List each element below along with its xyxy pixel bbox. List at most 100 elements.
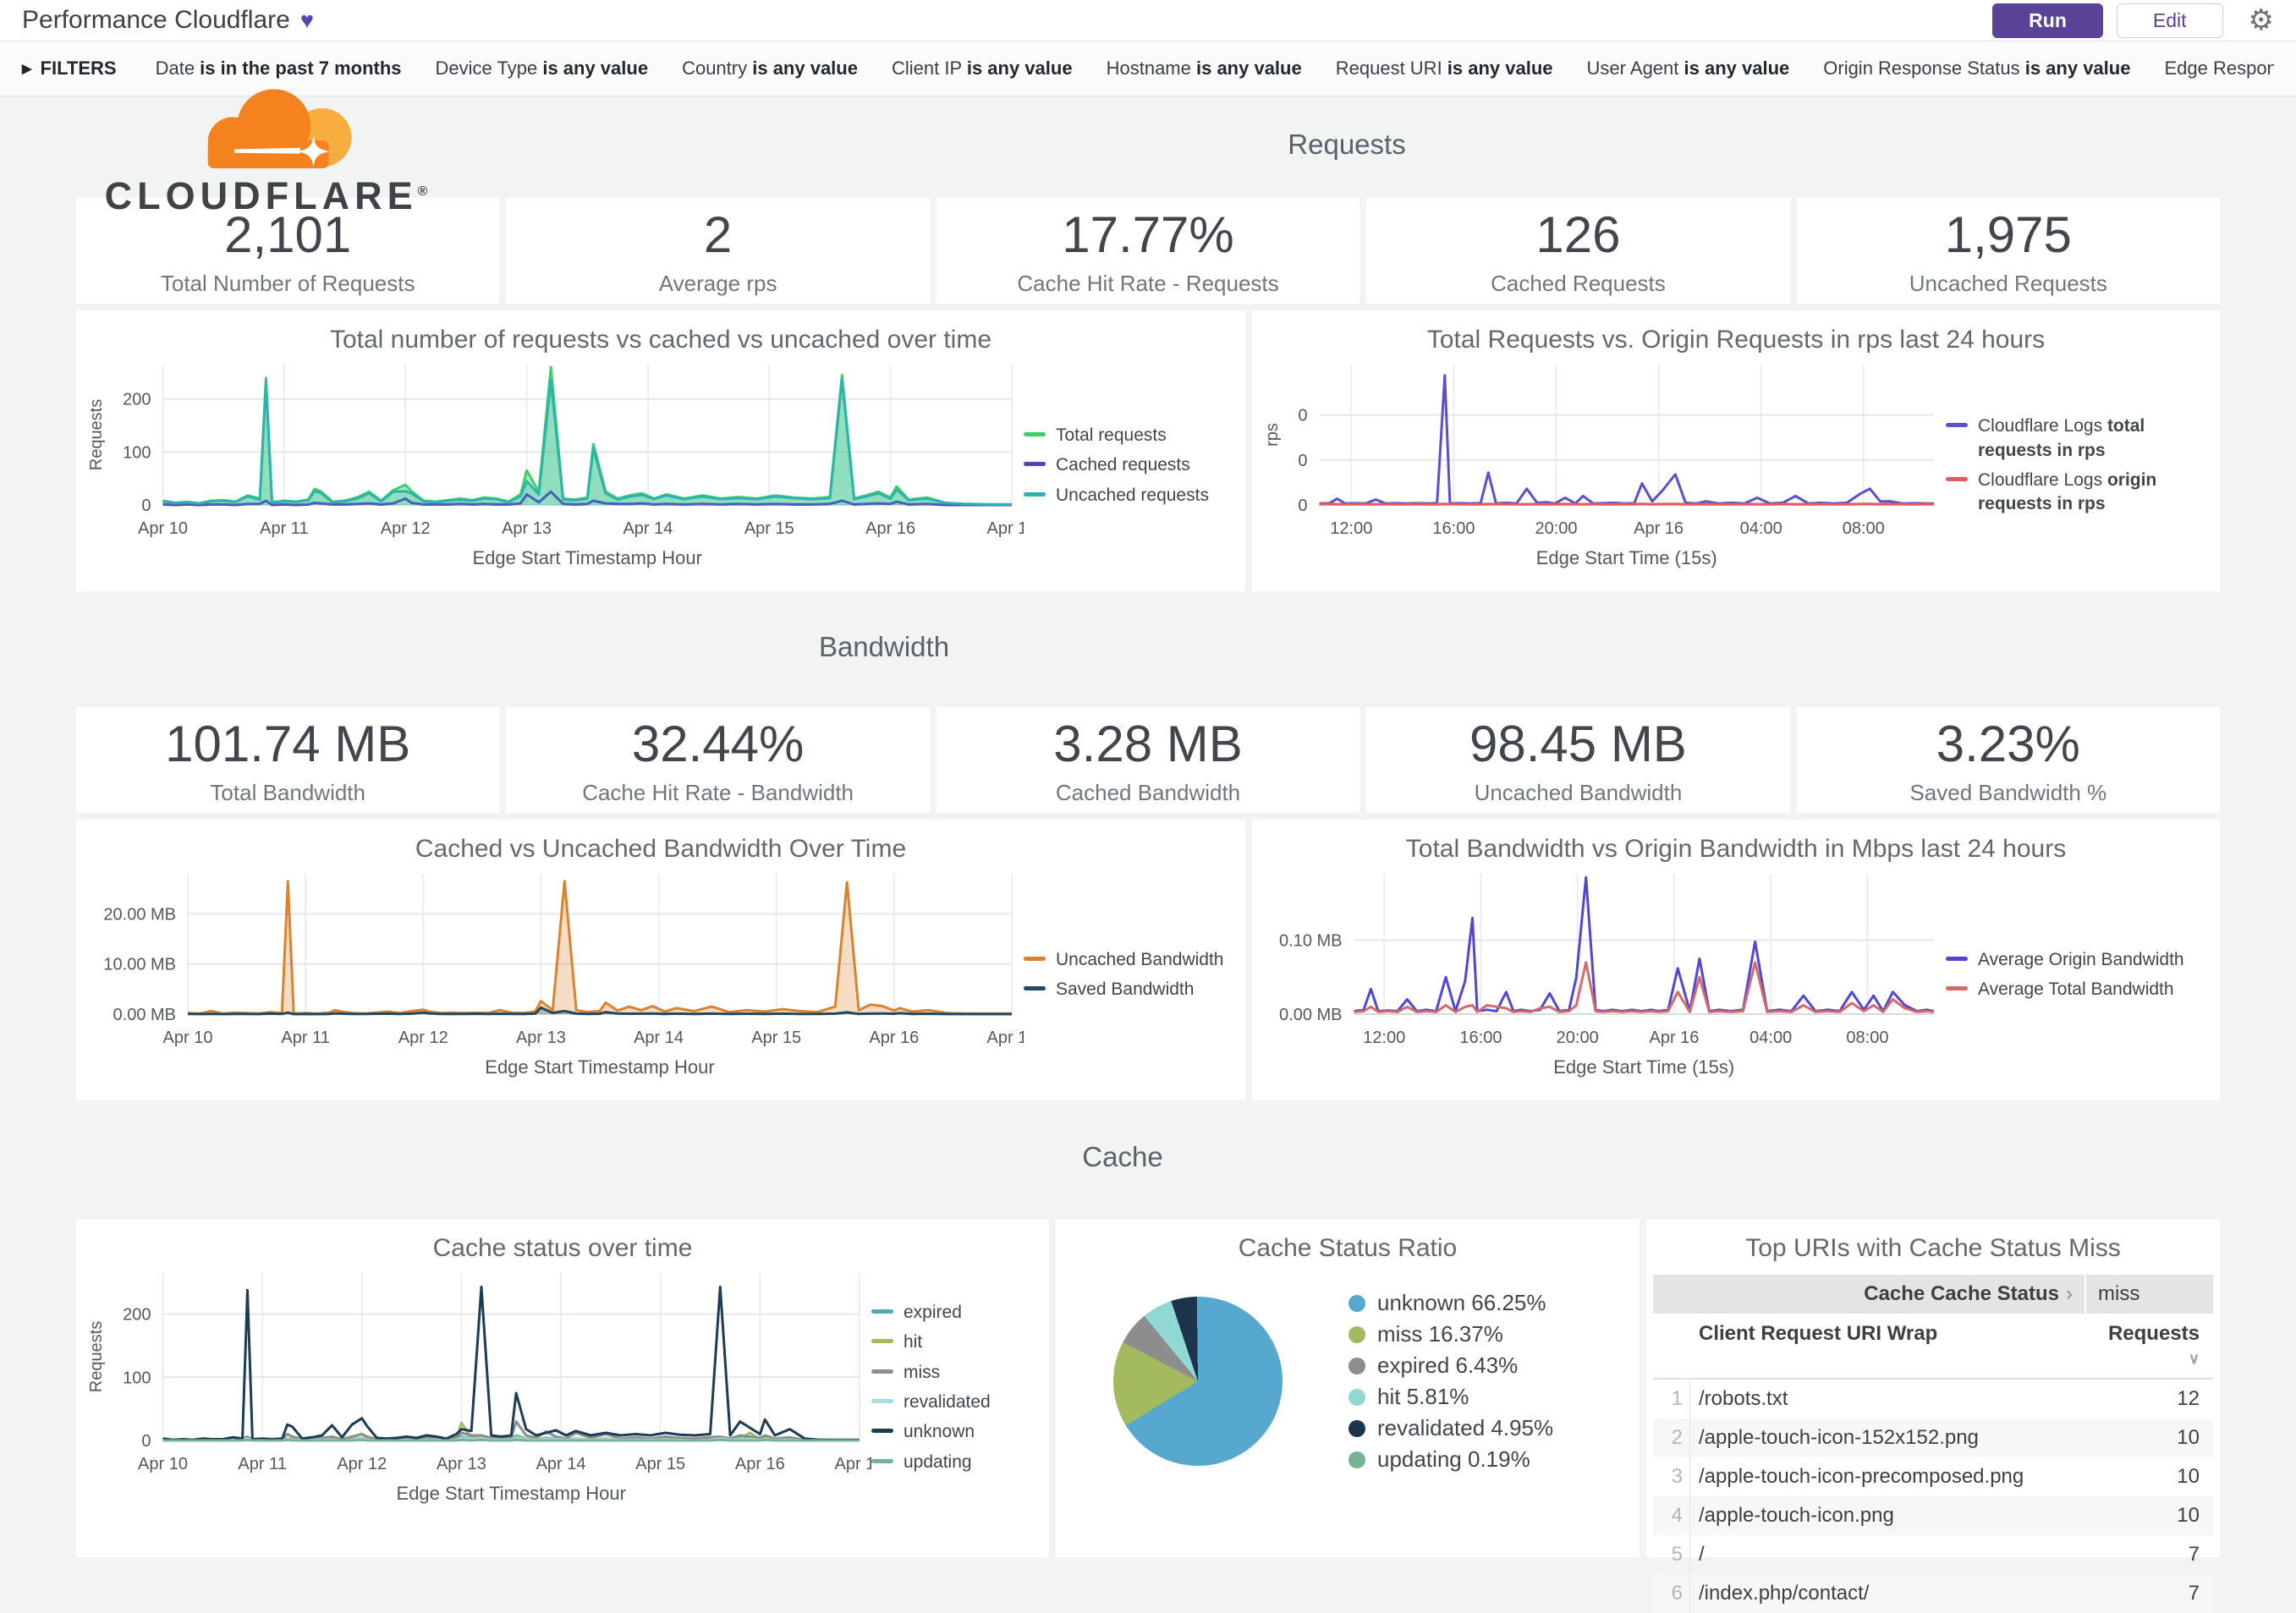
table-row[interactable]: 6/index.php/contact/7 bbox=[1653, 1574, 2213, 1613]
gear-icon[interactable]: ⚙ bbox=[2248, 4, 2274, 36]
cloudflare-wordmark: CLOUDFLARE® bbox=[104, 174, 428, 217]
pie-legend-item[interactable]: updating 0.19% bbox=[1348, 1446, 1553, 1473]
row-number: 2 bbox=[1653, 1418, 1690, 1457]
pivot-label[interactable]: Cache Cache Status bbox=[1864, 1282, 2059, 1305]
panel-requests-over-time: Total number of requests vs cached vs un… bbox=[76, 310, 1245, 591]
legend-item[interactable]: Uncached Bandwidth bbox=[1024, 948, 1227, 972]
row-uri: /apple-touch-icon-152x152.png bbox=[1699, 1426, 1979, 1449]
svg-text:100: 100 bbox=[123, 1369, 151, 1387]
table-row[interactable]: 1/robots.txt 12 bbox=[1653, 1380, 2213, 1418]
section-heading-cache-band: Cache bbox=[0, 1100, 2296, 1219]
bandwidth-kpi-row: 101.74 MB Total Bandwidth 32.44% Cache Hit… bbox=[76, 707, 2221, 813]
kpi-total-bandwidth: 101.74 MB Total Bandwidth bbox=[76, 707, 500, 813]
chart-svg: 0 100 200 Apr 10 Apr 11 Apr 12 Apr 13 Apr 14 Apr… bbox=[87, 1273, 884, 1504]
pie-legend-item[interactable]: miss 16.37% bbox=[1348, 1321, 1553, 1347]
legend-swatch bbox=[1946, 477, 1968, 481]
pie-legend-dot bbox=[1348, 1325, 1365, 1343]
svg-text:Apr 17: Apr 17 bbox=[987, 1029, 1024, 1047]
bandwidth-last-24h-chart[interactable]: 0.00 MB 0.10 MB 12:00 16:00 20:00 Apr 16 04:00… bbox=[1261, 864, 1946, 1086]
pie-legend-item[interactable]: hit 5.81% bbox=[1348, 1384, 1553, 1410]
legend-item[interactable]: miss bbox=[871, 1361, 1024, 1385]
column-header-requests[interactable]: Requests ∨ bbox=[2107, 1322, 2200, 1367]
filters-toggle[interactable]: ▶ FILTERS bbox=[22, 58, 117, 79]
filter-item[interactable]: Origin Response Status is any value bbox=[1823, 58, 2131, 79]
svg-text:Edge Start Timestamp Hour: Edge Start Timestamp Hour bbox=[485, 1056, 714, 1078]
filter-item[interactable]: Request URI is any value bbox=[1335, 58, 1553, 79]
kpi-cached-bandwidth: 3.28 MB Cached Bandwidth bbox=[936, 707, 1360, 813]
column-header-uri[interactable]: Client Request URI Wrap bbox=[1699, 1322, 1938, 1345]
legend-item[interactable]: updating bbox=[871, 1451, 1024, 1474]
filter-item[interactable]: Device Type is any value bbox=[435, 58, 649, 79]
pie-legend-dot bbox=[1348, 1357, 1365, 1374]
bandwidth-over-time-chart[interactable]: 0.00 MB 10.00 MB 20.00 MB Apr 10 Apr 11 Apr 1… bbox=[85, 864, 1036, 1086]
filter-items: Date is in the past 7 months Device Type … bbox=[156, 58, 2274, 80]
chart-legend: expired hit miss revalidated unknown updating bbox=[871, 1295, 1024, 1480]
legend-item[interactable]: Average Total Bandwidth bbox=[1946, 978, 2200, 1001]
pie-legend-item[interactable]: unknown 66.25% bbox=[1348, 1290, 1553, 1316]
legend-item[interactable]: Uncached requests bbox=[1024, 484, 1227, 507]
table-pivot-header: Cache Cache Status › miss bbox=[1653, 1275, 2213, 1314]
table-row[interactable]: 4/apple-touch-icon.png 10 bbox=[1653, 1496, 2213, 1535]
filter-item[interactable]: Hostname is any value bbox=[1106, 58, 1302, 79]
pie-legend-dot bbox=[1348, 1388, 1365, 1406]
legend-swatch bbox=[1946, 423, 1968, 428]
svg-text:Edge Start Time (15s): Edge Start Time (15s) bbox=[1553, 1056, 1734, 1078]
chart-legend: Cloudflare Logs total requests in rps Clo… bbox=[1946, 409, 2200, 522]
filter-item[interactable]: User Agent is any value bbox=[1586, 58, 1790, 79]
legend-item[interactable]: Average Origin Bandwidth bbox=[1946, 948, 2200, 972]
legend-item[interactable]: Cloudflare Logs total requests in rps bbox=[1946, 414, 2200, 463]
svg-text:Apr 13: Apr 13 bbox=[516, 1029, 566, 1047]
filter-item[interactable]: Date is in the past 7 months bbox=[155, 58, 402, 79]
kpi-average-rps: 2 Average rps bbox=[506, 198, 930, 304]
legend-item[interactable]: unknown bbox=[871, 1420, 1024, 1444]
svg-text:Edge Start Timestamp Hour: Edge Start Timestamp Hour bbox=[473, 547, 702, 568]
legend-item[interactable]: Saved Bandwidth bbox=[1024, 978, 1227, 1001]
svg-text:Apr 12: Apr 12 bbox=[398, 1029, 448, 1047]
pie-legend: unknown 66.25% miss 16.37% expired 6.43% hi… bbox=[1348, 1285, 1553, 1478]
row-requests: 7 bbox=[2188, 1543, 2200, 1566]
rps-last-24h-chart[interactable]: 0 0 0 12:00 16:00 20:00 Apr 16 04:00 08:00 rps Edg… bbox=[1261, 354, 1946, 577]
legend-item[interactable]: hit bbox=[871, 1330, 1024, 1354]
legend-item[interactable]: expired bbox=[871, 1301, 1024, 1325]
table-body: 1/robots.txt 12 2/apple-touch-icon-152x152… bbox=[1653, 1380, 2213, 1613]
kpi-cache-hit-rate-bandwidth: 32.44% Cache Hit Rate - Bandwidth bbox=[506, 707, 930, 813]
panel-bandwidth-last-24h: Total Bandwidth vs Origin Bandwidth in M… bbox=[1252, 820, 2220, 1100]
svg-text:0: 0 bbox=[1298, 497, 1307, 515]
caret-right-icon: ▶ bbox=[22, 62, 32, 76]
row-uri: / bbox=[1699, 1543, 1705, 1566]
svg-text:12:00: 12:00 bbox=[1363, 1029, 1405, 1047]
filter-item[interactable]: Client IP is any value bbox=[891, 58, 1073, 79]
cache-status-over-time-chart[interactable]: 0 100 200 Apr 10 Apr 11 Apr 12 Apr 13 Apr 14 Apr… bbox=[85, 1263, 884, 1512]
svg-text:Apr 11: Apr 11 bbox=[260, 519, 308, 538]
legend-item[interactable]: revalidated bbox=[871, 1391, 1024, 1414]
run-button[interactable]: Run bbox=[1992, 3, 2103, 38]
table-row[interactable]: 3/apple-touch-icon-precomposed.png 10 bbox=[1653, 1457, 2213, 1496]
pie-legend-item[interactable]: expired 6.43% bbox=[1348, 1352, 1553, 1379]
chart-svg: 0 0 0 12:00 16:00 20:00 Apr 16 04:00 08:00 rps Edg… bbox=[1263, 365, 1935, 568]
svg-text:100: 100 bbox=[123, 443, 151, 462]
table-row[interactable]: 5 / 7 bbox=[1653, 1535, 2213, 1574]
panel-cache-status-over-time: Cache status over time 0 100 200 Apr 10 Apr … bbox=[76, 1219, 1049, 1557]
svg-text:Requests: Requests bbox=[87, 399, 106, 471]
legend-swatch bbox=[871, 1369, 893, 1374]
legend-item[interactable]: Cloudflare Logs origin requests in rps bbox=[1946, 469, 2200, 517]
svg-text:Apr 13: Apr 13 bbox=[502, 519, 552, 538]
requests-over-time-chart[interactable]: 0 100 200 Apr 10 Apr 11 Apr 12 Apr 13 Apr 14 Apr… bbox=[85, 354, 1036, 577]
table-row[interactable]: 2/apple-touch-icon-152x152.png 10 bbox=[1653, 1418, 2213, 1457]
svg-text:Apr 11: Apr 11 bbox=[281, 1029, 329, 1047]
chart-svg: 0.00 MB 10.00 MB 20.00 MB Apr 10 Apr 11 Apr 1… bbox=[103, 874, 1036, 1078]
row-number: 1 bbox=[1653, 1380, 1690, 1418]
chart-title: Total number of requests vs cached vs un… bbox=[329, 326, 992, 354]
filter-item[interactable]: Country is any value bbox=[682, 58, 858, 79]
pie-legend-item[interactable]: revalidated 4.95% bbox=[1348, 1415, 1553, 1441]
filter-item[interactable]: Edge Response Status is any value bbox=[2164, 58, 2274, 79]
cloudflare-logo: CLOUDFLARE® bbox=[95, 80, 437, 218]
edit-button[interactable]: Edit bbox=[2116, 3, 2223, 38]
legend-item[interactable]: Total requests bbox=[1024, 424, 1227, 447]
chart-legend: Uncached Bandwidth Saved Bandwidth bbox=[1024, 942, 1227, 1008]
svg-text:Apr 14: Apr 14 bbox=[623, 519, 673, 538]
svg-text:Edge Start Timestamp Hour: Edge Start Timestamp Hour bbox=[397, 1483, 626, 1504]
cache-status-ratio-pie[interactable] bbox=[1113, 1297, 1283, 1466]
legend-swatch bbox=[1946, 956, 1968, 961]
legend-item[interactable]: Cached requests bbox=[1024, 453, 1227, 477]
